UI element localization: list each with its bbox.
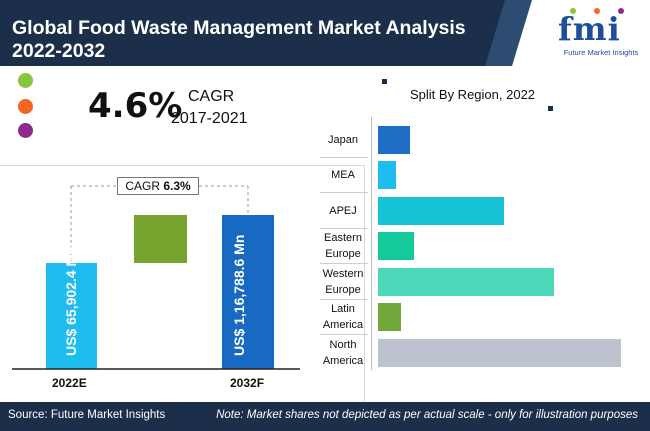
logo-wordmark: fmi [558, 10, 621, 48]
region-separator [320, 299, 368, 300]
orange-dot-icon [18, 99, 33, 114]
region-label-line: America [322, 354, 364, 367]
region-bar-north-america [378, 338, 621, 367]
logo-dot-orange [594, 8, 600, 14]
region-bar-eastern-europe [378, 231, 414, 260]
region-label: MEA [312, 167, 374, 183]
region-bar-latin-america [378, 302, 401, 331]
logo-subtitle: Future Market Insights [563, 48, 639, 57]
market-size-chart: US$ 65,902.4 Mn US$ 1,16,788.6 Mn 2022E … [0, 166, 365, 402]
title-line-1: Global Food Waste Management Market Anal… [12, 17, 466, 39]
title-line-2: 2022-2032 [12, 40, 106, 62]
region-label-line: APEJ [329, 204, 357, 217]
region-axis-line [371, 117, 372, 370]
category-label-2032f: 2032F [230, 376, 265, 390]
region-label-line: Europe [325, 283, 361, 296]
region-label-line: America [322, 318, 364, 331]
region-separator [320, 263, 368, 264]
region-label-line: North [329, 338, 357, 351]
bar-2022e [46, 263, 97, 369]
growth-increment-bar [134, 215, 187, 263]
chart-divider [364, 165, 365, 402]
bullet-icon [548, 106, 553, 111]
region-separator [320, 334, 368, 335]
cagr-forecast-value: 6.3% [163, 179, 191, 193]
cagr-label: CAGR [188, 88, 235, 105]
header-background [0, 0, 650, 66]
source-note: Source: Future Market Insights [8, 409, 166, 421]
cagr-forecast-label: CAGR [125, 179, 160, 193]
cagr-forecast-badge: CAGR 6.3% [117, 177, 199, 195]
header-banner: Global Food Waste Management Market Anal… [0, 0, 650, 66]
region-chart-title: Split By Region, 2022 [410, 87, 536, 102]
disclaimer-note: Note: Market shares not depicted as per … [216, 409, 638, 421]
region-bar-japan [378, 125, 410, 154]
section-divider [0, 165, 365, 166]
region-label: Latin America [312, 301, 374, 333]
region-label: Japan [312, 132, 374, 148]
region-separator [320, 157, 368, 158]
region-bar-mea [378, 160, 396, 189]
region-label-line: Europe [325, 247, 361, 260]
region-label-line: Japan [328, 133, 358, 146]
region-label-line: Latin [331, 302, 355, 315]
logo-dot-purple [618, 8, 624, 14]
page-title: Global Food Waste Management Market Anal… [12, 17, 466, 63]
region-separator [320, 192, 368, 193]
bar-2032f [222, 215, 274, 369]
category-label-2022e: 2022E [52, 376, 87, 390]
purple-dot-icon [18, 123, 33, 138]
green-dot-icon [18, 73, 33, 88]
bar-label-2032f: US$ 1,16,788.6 Mn [231, 234, 247, 356]
cagr-value: 4.6% [88, 86, 183, 126]
fmi-logo: fmi Future Market Insights [556, 6, 646, 64]
market-size-svg [12, 185, 300, 370]
region-label: APEJ [312, 203, 374, 219]
region-label: Western Europe [312, 266, 374, 298]
region-label: Eastern Europe [312, 230, 374, 262]
region-bar-western-europe [378, 267, 554, 296]
region-label: North America [312, 337, 374, 369]
region-label-line: Western [322, 267, 364, 280]
bullet-icon [382, 79, 387, 84]
region-bar-apej [378, 196, 504, 225]
region-label-line: MEA [331, 168, 355, 181]
footer-bar: Source: Future Market Insights Note: Mar… [0, 402, 650, 431]
bar-label-2022e: US$ 65,902.4 Mn [63, 246, 79, 356]
logo-dot-green [570, 8, 576, 14]
region-label-line: Eastern [324, 231, 362, 244]
region-separator [320, 228, 368, 229]
cagr-period: 2017-2021 [171, 110, 248, 127]
